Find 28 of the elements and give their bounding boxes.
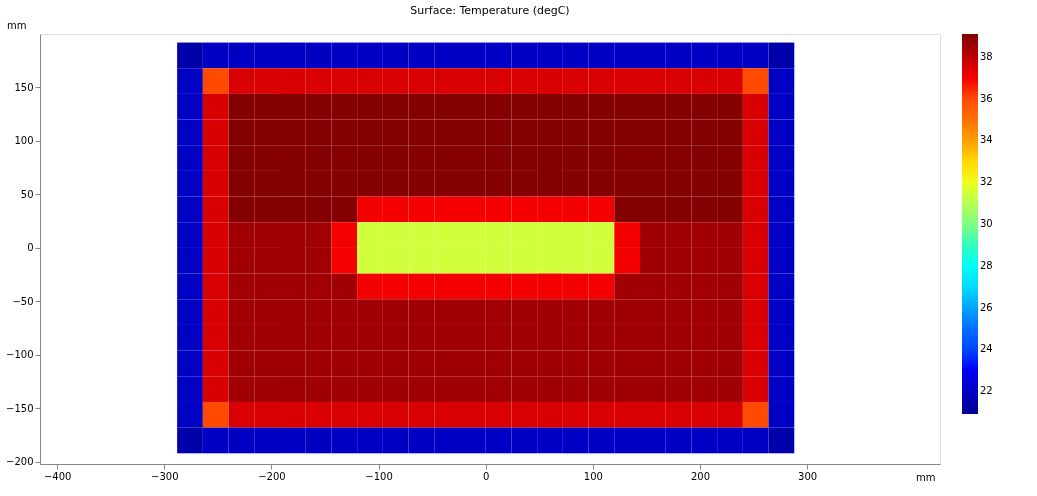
color-bar-label: 30 [980, 218, 993, 229]
color-bar-label: 34 [980, 134, 993, 146]
x-axis-title: mm [916, 471, 936, 483]
y-tick-label: −150 [6, 402, 34, 414]
y-tick-label: 150 [14, 81, 34, 93]
color-bar-label: 38 [980, 50, 993, 62]
color-bar-label: 24 [980, 343, 993, 355]
x-tick-label: 100 [583, 470, 603, 482]
x-tick-label: 200 [690, 470, 711, 482]
color-bar-label: 32 [980, 176, 993, 188]
color-bar-label: 36 [980, 92, 993, 104]
y-axis-title: mm [7, 19, 27, 31]
y-tick-label: 0 [27, 242, 34, 254]
color-bar-label: 22 [980, 385, 993, 397]
x-tick-label: 300 [798, 470, 818, 482]
y-tick-label: −50 [12, 295, 34, 307]
y-tick-label: −200 [6, 456, 34, 468]
color-bar-label: 26 [980, 301, 993, 313]
y-tick-label: 50 [20, 188, 34, 200]
chart-title: Surface: Temperature (degC) [410, 4, 570, 17]
x-tick-label: 0 [483, 470, 490, 482]
x-tick-label: −100 [365, 470, 393, 482]
y-tick-label: −100 [6, 349, 34, 361]
x-tick-label: −400 [43, 470, 72, 482]
color-bar-label: 28 [980, 259, 993, 271]
y-tick-label: 100 [14, 135, 34, 147]
x-tick-label: −300 [151, 470, 179, 482]
x-tick-label: −200 [258, 470, 286, 482]
